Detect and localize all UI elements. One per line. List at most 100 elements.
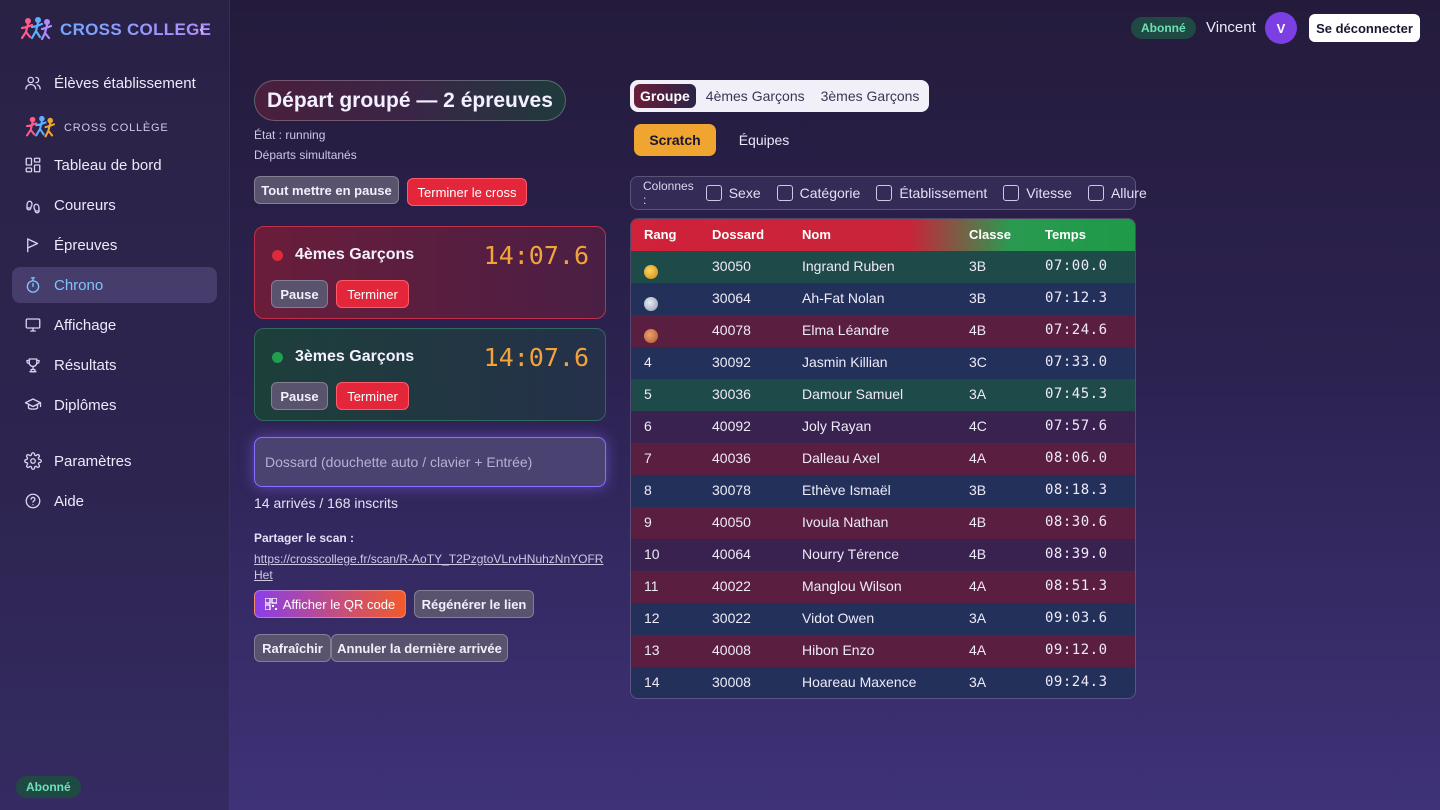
- column-option-categorie[interactable]: Catégorie: [776, 185, 861, 201]
- checkbox[interactable]: [705, 185, 722, 201]
- column-option-label: Allure: [1110, 185, 1147, 201]
- column-option-label: Catégorie: [799, 185, 861, 201]
- share-link[interactable]: https://crosscollege.fr/scan/R-AoTY_T2Pz…: [254, 552, 604, 582]
- race-title: Départ groupé — 2 épreuves: [254, 80, 566, 121]
- checkbox[interactable]: [776, 185, 793, 201]
- rank-cell: 10: [644, 546, 660, 562]
- avatar[interactable]: V: [1265, 12, 1297, 44]
- table-row[interactable]: 5 30036 Damour Samuel 3A 07:45.3: [631, 379, 1135, 411]
- section-brand: CROSS COLLÈGE: [24, 115, 169, 141]
- bib-cell: 40064: [712, 546, 751, 562]
- name-cell: Hibon Enzo: [802, 642, 875, 658]
- rank-cell: 12: [644, 610, 660, 626]
- rank-cell: 14: [644, 674, 660, 690]
- sidebar-item-epreuves[interactable]: Épreuves: [12, 227, 217, 263]
- table-row[interactable]: 7 40036 Dalleau Axel 4A 08:06.0: [631, 443, 1135, 475]
- sidebar-item-affichage[interactable]: Affichage: [12, 307, 217, 343]
- view-equipes-button[interactable]: Équipes: [738, 132, 790, 148]
- tab-4emes-garcons[interactable]: 4èmes Garçons: [705, 88, 805, 104]
- header-classe[interactable]: Classe: [969, 227, 1011, 242]
- stop-race-button[interactable]: Terminer: [336, 382, 409, 410]
- sidebar-item-chrono[interactable]: Chrono: [12, 267, 217, 303]
- name-cell: Jasmin Killian: [802, 354, 888, 370]
- race-tabs: Groupe 4èmes Garçons 3èmes Garçons: [630, 80, 930, 112]
- table-row[interactable]: 6 40092 Joly Rayan 4C 07:57.6: [631, 411, 1135, 443]
- name-cell: Vidot Owen: [802, 610, 875, 626]
- checkbox[interactable]: [876, 185, 893, 201]
- sidebar-item-parametres[interactable]: Paramètres: [12, 443, 217, 479]
- collapse-sidebar-chevron-icon[interactable]: ‹: [199, 19, 205, 39]
- sidebar-item-diplomes[interactable]: Diplômes: [12, 387, 217, 423]
- sidebar: CROSS COLLEGE ‹ Élèves établissement CRO…: [0, 0, 230, 810]
- name-cell: Joly Rayan: [802, 418, 872, 434]
- monitor-icon: [24, 316, 42, 334]
- race-card-name: 3èmes Garçons: [295, 348, 415, 365]
- header-dossard[interactable]: Dossard: [712, 227, 765, 242]
- sidebar-item-label: Élèves établissement: [54, 74, 196, 92]
- table-row[interactable]: 8 30078 Ethève Ismaël 3B 08:18.3: [631, 475, 1135, 507]
- class-cell: 3A: [969, 610, 987, 626]
- pause-button[interactable]: Pause: [271, 382, 328, 410]
- checkbox[interactable]: [1087, 185, 1104, 201]
- time-cell: 07:33.0: [1045, 354, 1108, 370]
- finish-cross-button[interactable]: Terminer le cross: [407, 178, 527, 206]
- sidebar-item-coureurs[interactable]: Coureurs: [12, 187, 217, 223]
- class-cell: 4C: [969, 418, 987, 434]
- time-cell: 07:45.3: [1045, 386, 1108, 402]
- checkbox[interactable]: [1003, 185, 1020, 201]
- race-state: État : running: [254, 128, 326, 142]
- refresh-button[interactable]: Rafraîchir: [254, 634, 331, 662]
- brand[interactable]: CROSS COLLEGE: [20, 16, 211, 44]
- header-rang[interactable]: Rang: [644, 227, 677, 242]
- column-option-label: Vitesse: [1026, 185, 1072, 201]
- class-cell: 3B: [969, 258, 987, 274]
- regenerate-link-button[interactable]: Régénérer le lien: [414, 590, 534, 618]
- column-option-etablissement[interactable]: Établissement: [876, 185, 987, 201]
- table-row[interactable]: 14 30008 Hoareau Maxence 3A 09:24.3: [631, 667, 1135, 698]
- results-table: Rang Dossard Nom Classe Temps 30050 Ingra…: [630, 218, 1136, 699]
- race-card-3emes-garcons: 3èmes Garçons 14:07.6 Pause Terminer: [254, 328, 606, 421]
- subscription-badge: Abonné: [16, 776, 81, 798]
- column-option-allure[interactable]: Allure: [1087, 185, 1147, 201]
- sidebar-item-label: Tableau de bord: [54, 156, 162, 174]
- bib-input[interactable]: [254, 437, 606, 487]
- show-qr-button[interactable]: Afficher le QR code: [254, 590, 406, 618]
- bib-cell: 30092: [712, 354, 751, 370]
- header-temps[interactable]: Temps: [1045, 227, 1086, 242]
- sidebar-item-aide[interactable]: Aide: [12, 483, 217, 519]
- table-row[interactable]: 13 40008 Hibon Enzo 4A 09:12.0: [631, 635, 1135, 667]
- qr-code-icon: [264, 598, 277, 610]
- column-option-sexe[interactable]: Sexe: [705, 185, 761, 201]
- header-nom[interactable]: Nom: [802, 227, 831, 242]
- table-row[interactable]: 30050 Ingrand Ruben 3B 07:00.0: [631, 251, 1135, 283]
- name-cell: Elma Léandre: [802, 322, 890, 338]
- table-row[interactable]: 30064 Ah-Fat Nolan 3B 07:12.3: [631, 283, 1135, 315]
- undo-last-arrival-button[interactable]: Annuler la dernière arrivée: [331, 634, 508, 662]
- logout-button[interactable]: Se déconnecter: [1309, 14, 1420, 42]
- tab-groupe[interactable]: Groupe: [634, 84, 696, 108]
- sidebar-item-tableau-de-bord[interactable]: Tableau de bord: [12, 147, 217, 183]
- view-scratch-button[interactable]: Scratch: [634, 124, 716, 156]
- column-option-vitesse[interactable]: Vitesse: [1003, 185, 1072, 201]
- sidebar-item-resultats[interactable]: Résultats: [12, 347, 217, 383]
- time-cell: 08:18.3: [1045, 482, 1108, 498]
- sidebar-item-eleves[interactable]: Élèves établissement: [12, 65, 217, 101]
- table-row[interactable]: 9 40050 Ivoula Nathan 4B 08:30.6: [631, 507, 1135, 539]
- section-label: CROSS COLLÈGE: [64, 122, 169, 134]
- columns-selector: Colonnes : Sexe Catégorie Établissement …: [630, 176, 1147, 210]
- sidebar-item-label: Chrono: [54, 276, 104, 294]
- tab-3emes-garcons[interactable]: 3èmes Garçons: [820, 88, 920, 104]
- name-cell: Dalleau Axel: [802, 450, 880, 466]
- race-card-4emes-garcons: 4èmes Garçons 14:07.6 Pause Terminer: [254, 226, 606, 319]
- table-row[interactable]: 11 40022 Manglou Wilson 4A 08:51.3: [631, 571, 1135, 603]
- table-row[interactable]: 12 30022 Vidot Owen 3A 09:03.6: [631, 603, 1135, 635]
- pause-all-button[interactable]: Tout mettre en pause: [254, 176, 399, 204]
- sidebar-item-label: Coureurs: [54, 196, 116, 214]
- table-row[interactable]: 4 30092 Jasmin Killian 3C 07:33.0: [631, 347, 1135, 379]
- pause-button[interactable]: Pause: [271, 280, 328, 308]
- table-row[interactable]: 10 40064 Nourry Térence 4B 08:39.0: [631, 539, 1135, 571]
- stop-race-button[interactable]: Terminer: [336, 280, 409, 308]
- class-cell: 3C: [969, 354, 987, 370]
- results-table-header: Rang Dossard Nom Classe Temps: [631, 219, 1135, 251]
- table-row[interactable]: 40078 Elma Léandre 4B 07:24.6: [631, 315, 1135, 347]
